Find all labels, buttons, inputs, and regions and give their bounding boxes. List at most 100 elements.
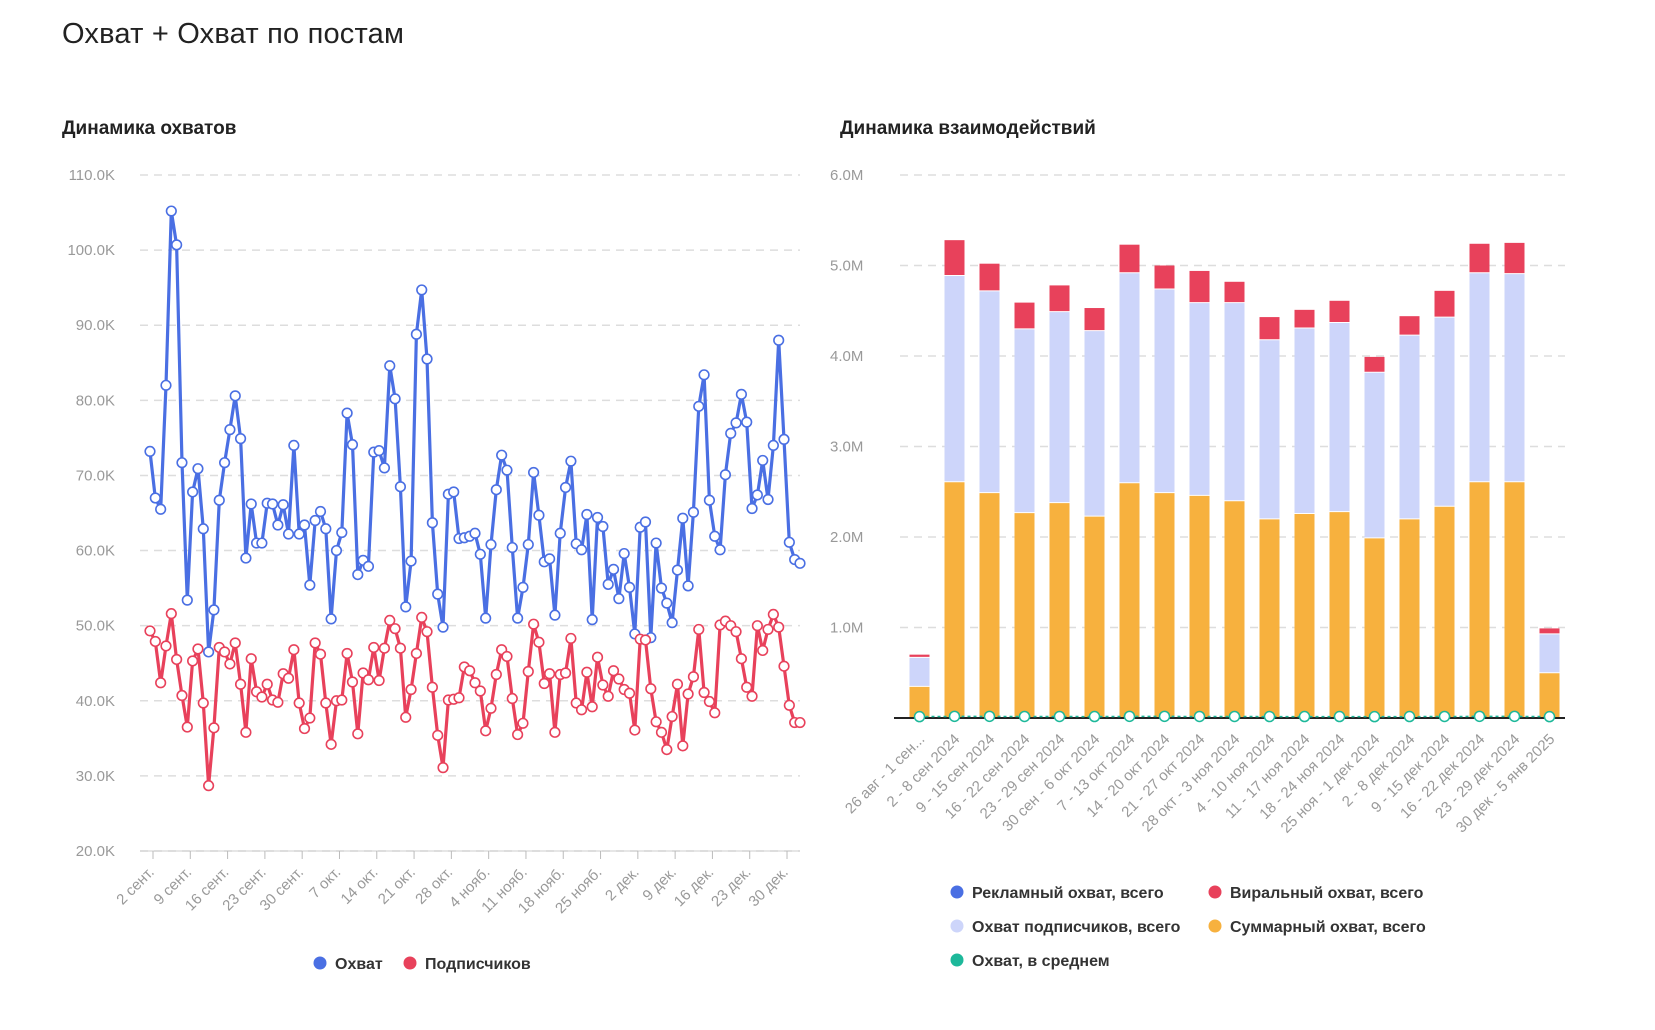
average-data-point xyxy=(1018,710,1031,723)
subscribers-data-point xyxy=(538,677,550,690)
reach-data-point xyxy=(746,502,758,515)
reach-data-point xyxy=(309,514,321,527)
bar-segment-viral xyxy=(1014,302,1035,329)
bar-segment-viral xyxy=(1119,244,1140,273)
subscribers-data-point xyxy=(155,677,167,689)
reach-data-point xyxy=(405,555,417,567)
reach-data-point xyxy=(272,519,284,531)
y-tick-label: 110.0K xyxy=(69,167,115,184)
bar-segment-viral xyxy=(1154,265,1175,290)
reach-data-point xyxy=(549,609,561,621)
bar-segment-total xyxy=(1259,518,1280,718)
reach-data-point xyxy=(613,593,625,605)
subscribers-data-point xyxy=(501,650,513,663)
bar-segment-followers xyxy=(1434,317,1455,507)
subscribers-data-point xyxy=(298,722,311,735)
reach-data-point xyxy=(565,455,577,467)
average-data-point xyxy=(1123,710,1136,723)
bar-segment-followers xyxy=(1329,322,1350,512)
legend-reach-marker xyxy=(313,956,327,970)
bar-segment-followers xyxy=(1224,302,1245,501)
subscribers-data-point xyxy=(485,702,497,714)
reach-data-point xyxy=(655,582,668,594)
subscribers-data-point xyxy=(218,646,231,658)
reach-data-point xyxy=(512,612,524,624)
subscribers-data-point xyxy=(607,665,620,677)
reach-data-point xyxy=(783,536,795,548)
y-tick-label: 4.0M xyxy=(830,348,863,365)
subscribers-data-point xyxy=(400,711,412,723)
average-data-point xyxy=(1473,710,1486,723)
bar-segment-followers xyxy=(1504,273,1525,482)
subscribers-data-point xyxy=(389,623,401,635)
reach-data-point xyxy=(741,416,753,428)
reach-data-point xyxy=(432,588,444,600)
reach-data-point xyxy=(533,509,545,521)
bar-segment-total xyxy=(1469,481,1490,718)
reach-data-point xyxy=(234,433,247,445)
subscribers-data-point xyxy=(352,728,364,740)
subscribers-data-point xyxy=(384,614,396,627)
y-tick-label: 70.0K xyxy=(76,467,115,484)
y-tick-label: 80.0K xyxy=(76,392,115,409)
subscribers-data-point xyxy=(368,641,380,654)
reach-data-point xyxy=(352,568,364,581)
legend-ad-reach-marker xyxy=(950,885,964,899)
reach-data-point xyxy=(496,449,508,461)
reach-data-point xyxy=(490,484,502,496)
legend-viral-reach-marker xyxy=(1208,885,1222,899)
subscribers-data-point xyxy=(288,644,300,656)
reach-data-point xyxy=(693,400,705,412)
y-tick-label: 2.0M xyxy=(830,529,863,546)
reach-data-point xyxy=(725,427,737,439)
bar-segment-viral xyxy=(1084,308,1105,331)
subscribers-data-point xyxy=(767,608,779,621)
reach-data-point xyxy=(474,548,486,560)
subscribers-data-point xyxy=(559,667,572,679)
subscribers-data-point xyxy=(490,668,502,681)
reach-data-point xyxy=(266,498,279,510)
subscribers-data-point xyxy=(245,653,257,665)
reach-data-point xyxy=(384,360,396,372)
subscribers-data-point xyxy=(176,689,188,702)
bar-segment-viral xyxy=(979,263,1000,291)
reach-data-point xyxy=(719,469,732,481)
subscribers-data-point xyxy=(757,644,769,657)
subscribers-data-point xyxy=(208,722,220,734)
reach-data-point xyxy=(607,563,620,575)
bar-segment-followers xyxy=(944,275,965,482)
x-tick-label: 23 дек. xyxy=(708,864,754,910)
subscribers-data-point xyxy=(453,692,465,704)
x-tick-label: 30 дек. xyxy=(745,864,791,910)
reach-data-point xyxy=(245,498,257,510)
reach-data-point xyxy=(293,528,305,540)
reach-data-point xyxy=(773,334,785,346)
subscribers-data-point xyxy=(272,696,284,708)
reach-data-point xyxy=(341,407,353,419)
average-data-point xyxy=(1298,710,1311,723)
average-data-point xyxy=(1263,710,1276,723)
reach-data-point xyxy=(623,581,636,593)
average-data-point xyxy=(1508,710,1521,723)
reach-chart-title: Динамика охватов xyxy=(62,118,237,139)
y-tick-label: 40.0K xyxy=(76,693,115,710)
subscribers-data-point xyxy=(304,712,316,724)
reach-data-point xyxy=(554,527,566,539)
subscribers-data-point xyxy=(741,681,753,693)
subscribers-data-point xyxy=(645,683,657,695)
average-data-point xyxy=(1403,710,1416,723)
reach-data-point xyxy=(522,538,534,551)
reach-data-point xyxy=(687,506,700,518)
average-data-point xyxy=(1228,710,1241,723)
reach-data-point xyxy=(400,601,412,613)
subscribers-data-point xyxy=(677,740,689,752)
bar-segment-total xyxy=(1399,518,1420,718)
y-tick-label: 5.0M xyxy=(830,258,863,275)
subscribers-data-point xyxy=(373,674,385,687)
reach-data-point xyxy=(448,486,460,498)
reach-data-point xyxy=(416,284,428,296)
bar-segment-viral xyxy=(1399,316,1420,336)
bar-segment-followers xyxy=(1294,327,1315,514)
reach-data-point xyxy=(192,463,204,475)
subscribers-data-point xyxy=(229,637,241,649)
